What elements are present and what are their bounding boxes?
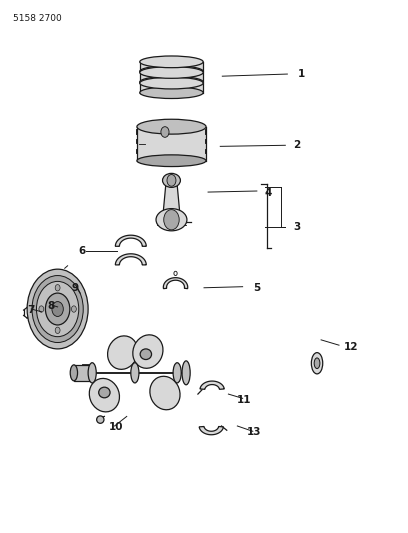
Text: 12: 12 (344, 342, 359, 352)
Text: 7: 7 (27, 305, 35, 315)
Ellipse shape (97, 416, 104, 423)
Text: 13: 13 (247, 427, 261, 438)
Circle shape (45, 293, 70, 325)
Ellipse shape (40, 304, 52, 319)
Circle shape (174, 271, 177, 276)
Text: 11: 11 (237, 395, 251, 406)
Text: 5: 5 (253, 283, 260, 293)
Ellipse shape (162, 173, 180, 188)
Ellipse shape (150, 376, 180, 410)
Polygon shape (140, 72, 203, 82)
Ellipse shape (99, 387, 110, 398)
Ellipse shape (314, 358, 320, 368)
Ellipse shape (311, 353, 323, 374)
Circle shape (55, 285, 60, 291)
Ellipse shape (140, 56, 203, 68)
Polygon shape (162, 180, 180, 220)
Ellipse shape (140, 87, 203, 99)
Polygon shape (163, 278, 188, 289)
Polygon shape (140, 62, 203, 71)
Ellipse shape (173, 363, 181, 383)
Ellipse shape (137, 119, 206, 134)
Ellipse shape (108, 336, 138, 369)
Circle shape (52, 302, 63, 317)
Ellipse shape (140, 67, 203, 78)
Text: 3: 3 (293, 222, 301, 232)
Text: 6: 6 (78, 246, 85, 255)
Text: 8: 8 (47, 301, 55, 311)
Polygon shape (74, 365, 92, 381)
Circle shape (32, 276, 83, 343)
Ellipse shape (88, 363, 96, 383)
Polygon shape (199, 426, 224, 435)
Circle shape (39, 306, 44, 312)
Circle shape (55, 327, 60, 334)
Ellipse shape (70, 365, 78, 381)
Polygon shape (140, 83, 203, 93)
Ellipse shape (182, 361, 190, 385)
Text: 4: 4 (265, 188, 273, 198)
Ellipse shape (137, 155, 206, 166)
Ellipse shape (156, 208, 187, 231)
Ellipse shape (89, 378, 120, 412)
Polygon shape (115, 254, 146, 265)
Ellipse shape (133, 335, 163, 368)
Ellipse shape (131, 363, 139, 383)
Circle shape (71, 306, 76, 312)
Ellipse shape (140, 77, 203, 89)
Text: 10: 10 (109, 422, 123, 432)
Circle shape (164, 209, 179, 230)
Circle shape (27, 269, 88, 349)
Text: 5158 2700: 5158 2700 (13, 14, 62, 23)
Circle shape (161, 127, 169, 138)
Text: 2: 2 (293, 140, 301, 150)
Polygon shape (115, 235, 146, 246)
Ellipse shape (140, 76, 203, 88)
Ellipse shape (140, 66, 203, 77)
Circle shape (167, 174, 176, 186)
Text: 1: 1 (297, 69, 305, 79)
Polygon shape (137, 127, 206, 161)
Ellipse shape (140, 349, 151, 360)
Circle shape (36, 281, 79, 337)
Text: 9: 9 (72, 283, 79, 293)
Polygon shape (200, 381, 224, 389)
Ellipse shape (43, 308, 49, 316)
